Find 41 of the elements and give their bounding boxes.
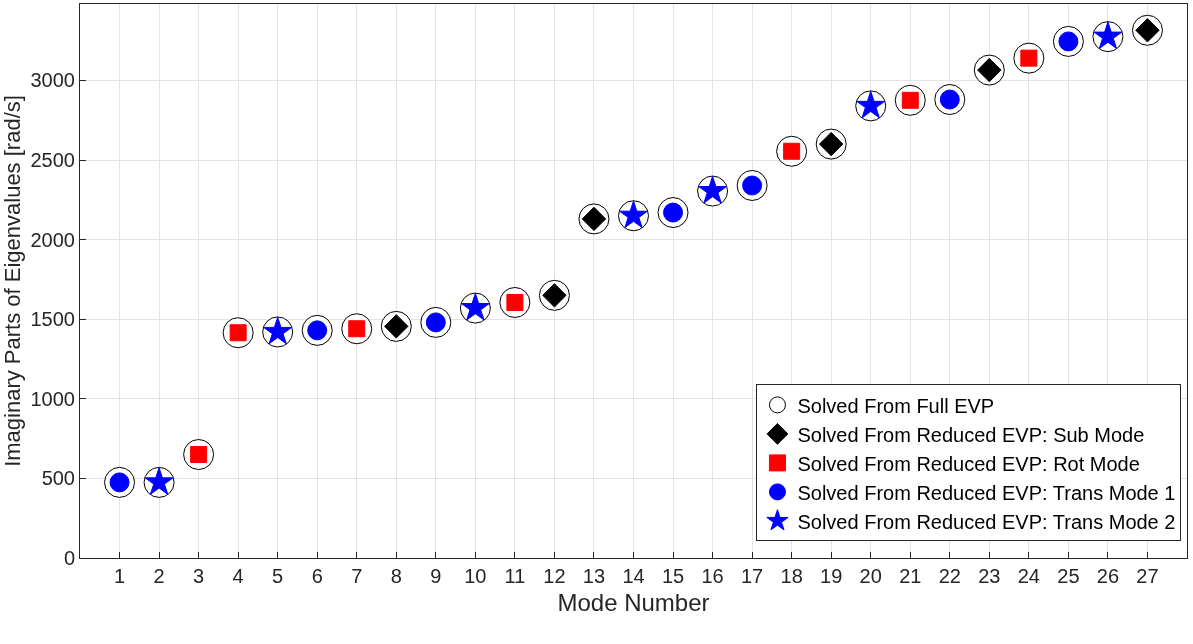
x-tick-label: 3 bbox=[193, 565, 205, 587]
x-tick-label: 26 bbox=[1096, 565, 1120, 587]
x-tick-label: 7 bbox=[351, 565, 363, 587]
x-tick-label: 18 bbox=[780, 565, 803, 587]
x-tick-label: 27 bbox=[1136, 565, 1159, 587]
legend-label: Solved From Reduced EVP: Sub Mode bbox=[797, 423, 1145, 446]
legend-label: Solved From Reduced EVP: Rot Mode bbox=[797, 452, 1140, 475]
x-tick-label: 22 bbox=[938, 565, 961, 587]
x-tick-label: 21 bbox=[899, 565, 922, 587]
legend-label: Solved From Full EVP bbox=[797, 394, 995, 417]
y-tick-label: 2500 bbox=[30, 149, 75, 172]
y-tick-label: 2000 bbox=[30, 228, 75, 251]
y-tick-label: 0 bbox=[63, 547, 75, 569]
y-tick-label: 1000 bbox=[30, 387, 75, 410]
x-tick-label: 19 bbox=[820, 565, 843, 587]
y-tick-label: 500 bbox=[41, 467, 75, 490]
x-tick-label: 24 bbox=[1017, 565, 1040, 587]
x-tick-label: 14 bbox=[622, 565, 645, 587]
y-tick-label: 1500 bbox=[30, 308, 75, 331]
x-tick-label: 8 bbox=[390, 565, 402, 587]
x-tick-label: 5 bbox=[272, 565, 284, 587]
legend-label: Solved From Reduced EVP: Trans Mode 1 bbox=[797, 481, 1176, 504]
x-tick-label: 20 bbox=[859, 565, 882, 587]
x-tick-label: 9 bbox=[430, 565, 442, 587]
x-tick-label: 10 bbox=[464, 565, 487, 587]
x-tick-label: 16 bbox=[701, 565, 724, 587]
x-tick-label: 17 bbox=[740, 565, 764, 587]
x-tick-label: 11 bbox=[504, 565, 526, 587]
y-axis-title: Imaginary Parts of Eigenvalues [rad/s] bbox=[0, 95, 25, 467]
x-tick-label: 15 bbox=[661, 565, 685, 587]
x-axis-title: Mode Number bbox=[557, 589, 710, 617]
y-tick-label: 3000 bbox=[30, 69, 75, 92]
legend-label: Solved From Reduced EVP: Trans Mode 2 bbox=[797, 510, 1176, 533]
x-tick-label: 13 bbox=[582, 565, 606, 587]
x-tick-label: 4 bbox=[232, 565, 244, 587]
x-tick-label: 2 bbox=[153, 565, 165, 587]
x-tick-label: 12 bbox=[543, 565, 566, 587]
x-tick-label: 25 bbox=[1057, 565, 1080, 587]
x-tick-label: 23 bbox=[978, 565, 1001, 587]
x-tick-label: 1 bbox=[113, 565, 126, 587]
x-tick-label: 6 bbox=[311, 565, 323, 587]
